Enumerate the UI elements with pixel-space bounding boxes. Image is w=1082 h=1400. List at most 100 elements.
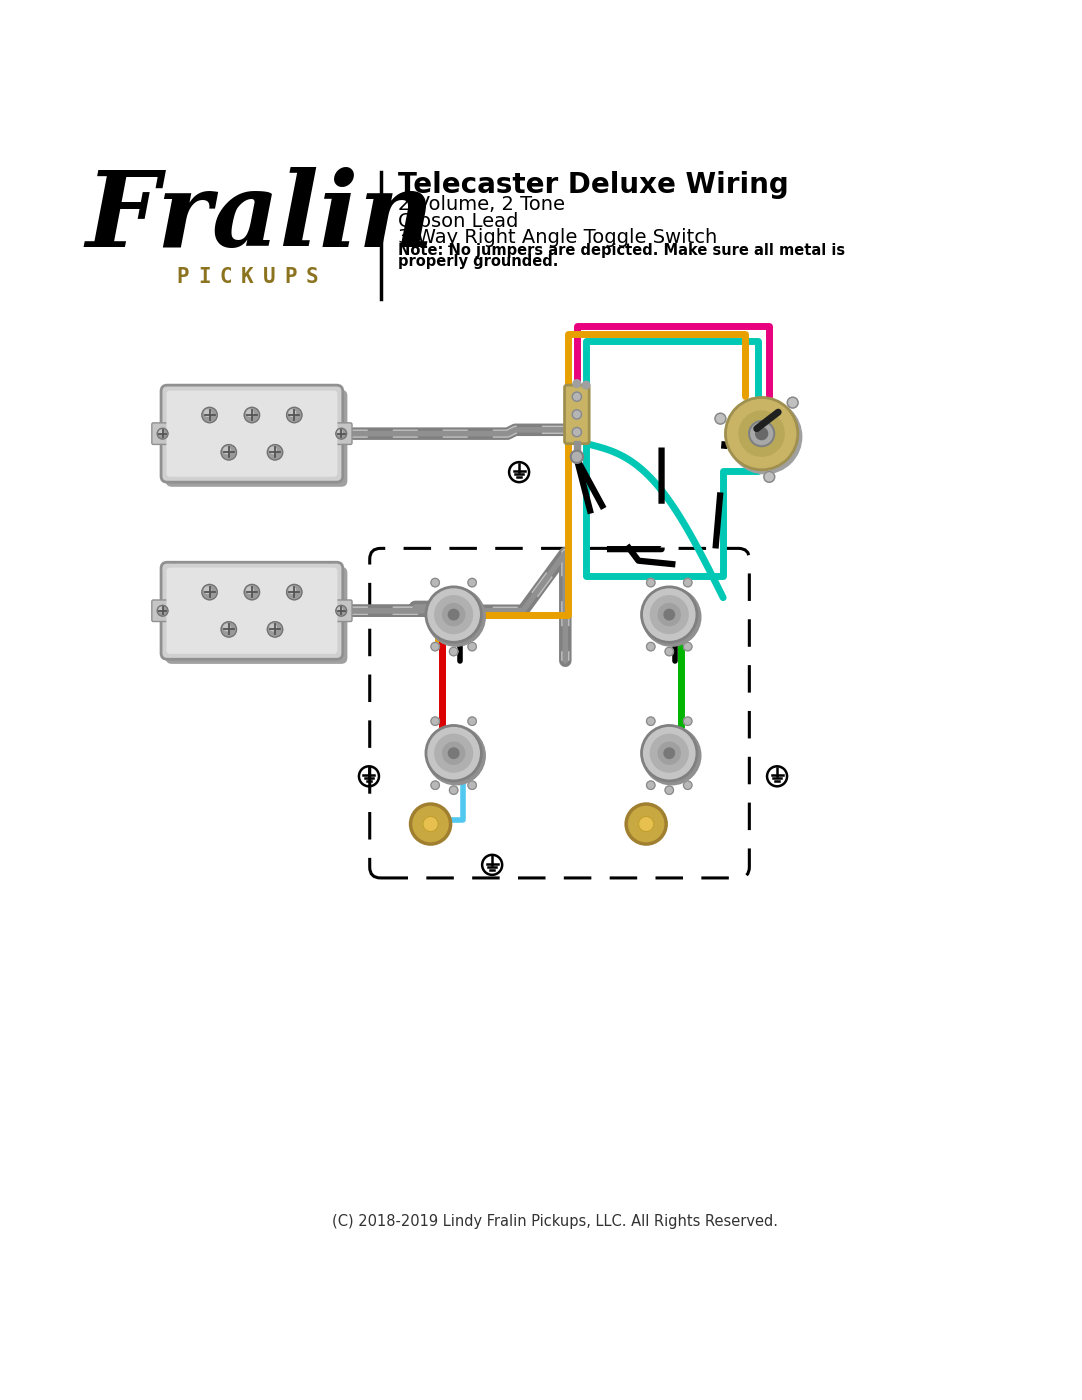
Circle shape [157, 605, 168, 616]
Circle shape [642, 587, 697, 643]
Text: I: I [198, 267, 211, 287]
Circle shape [467, 781, 476, 790]
Circle shape [202, 584, 217, 599]
Circle shape [449, 785, 458, 794]
Circle shape [684, 717, 692, 725]
Text: Fralin: Fralin [85, 167, 434, 269]
Circle shape [467, 717, 476, 725]
Circle shape [448, 609, 459, 620]
Circle shape [665, 785, 673, 794]
Text: Note: No jumpers are depicted. Make sure all metal is: Note: No jumpers are depicted. Make sure… [398, 242, 845, 258]
Circle shape [289, 587, 295, 594]
Circle shape [684, 643, 692, 651]
Circle shape [572, 427, 581, 437]
Circle shape [643, 727, 701, 785]
Circle shape [224, 624, 230, 630]
Circle shape [443, 603, 464, 626]
Circle shape [572, 392, 581, 402]
Circle shape [159, 430, 163, 434]
FancyBboxPatch shape [166, 389, 347, 487]
Circle shape [221, 445, 237, 461]
Text: K: K [241, 267, 253, 287]
Bar [573, 441, 580, 455]
FancyBboxPatch shape [151, 423, 173, 444]
FancyBboxPatch shape [565, 385, 590, 444]
Circle shape [650, 596, 688, 633]
Circle shape [647, 578, 655, 587]
Circle shape [269, 624, 276, 630]
Circle shape [431, 643, 439, 651]
Circle shape [684, 578, 692, 587]
Circle shape [335, 428, 346, 440]
Circle shape [204, 410, 211, 416]
Text: S: S [305, 267, 318, 287]
Circle shape [221, 622, 237, 637]
Circle shape [426, 587, 481, 643]
Circle shape [448, 748, 459, 759]
Circle shape [684, 781, 692, 790]
Circle shape [245, 407, 260, 423]
Circle shape [338, 608, 342, 612]
Circle shape [435, 735, 473, 771]
Text: (C) 2018-2019 Lindy Fralin Pickups, LLC. All Rights Reserved.: (C) 2018-2019 Lindy Fralin Pickups, LLC.… [331, 1214, 778, 1229]
Circle shape [338, 430, 342, 434]
Circle shape [449, 647, 458, 655]
Circle shape [572, 410, 581, 419]
FancyBboxPatch shape [167, 391, 338, 477]
Text: properly grounded.: properly grounded. [398, 255, 558, 269]
Circle shape [443, 742, 464, 764]
FancyBboxPatch shape [166, 567, 347, 664]
FancyBboxPatch shape [167, 567, 338, 654]
Circle shape [423, 816, 438, 832]
Circle shape [755, 427, 767, 440]
FancyBboxPatch shape [330, 601, 352, 622]
Circle shape [647, 781, 655, 790]
Circle shape [157, 428, 168, 440]
Circle shape [202, 407, 217, 423]
Text: U: U [263, 267, 275, 287]
Circle shape [267, 622, 282, 637]
Circle shape [665, 647, 673, 655]
Circle shape [410, 804, 450, 844]
Circle shape [764, 472, 775, 482]
Text: 2 Volume, 2 Tone: 2 Volume, 2 Tone [398, 196, 565, 214]
Circle shape [267, 445, 282, 461]
Text: P: P [285, 267, 296, 287]
Circle shape [570, 451, 583, 463]
Circle shape [638, 816, 654, 832]
Text: C: C [220, 267, 232, 287]
Text: 3-Way Right Angle Toggle Switch: 3-Way Right Angle Toggle Switch [398, 228, 717, 246]
Circle shape [426, 588, 485, 647]
FancyBboxPatch shape [161, 563, 343, 659]
Circle shape [245, 584, 260, 599]
Text: P: P [176, 267, 189, 287]
Circle shape [715, 413, 726, 424]
FancyBboxPatch shape [330, 423, 352, 444]
Circle shape [647, 643, 655, 651]
Circle shape [287, 407, 302, 423]
Circle shape [287, 584, 302, 599]
FancyBboxPatch shape [161, 385, 343, 482]
Circle shape [467, 643, 476, 651]
Circle shape [643, 588, 701, 647]
Circle shape [159, 608, 163, 612]
Circle shape [224, 447, 230, 454]
Circle shape [626, 804, 667, 844]
Circle shape [664, 609, 674, 620]
Circle shape [247, 587, 253, 594]
Circle shape [664, 748, 674, 759]
Circle shape [647, 717, 655, 725]
Circle shape [467, 578, 476, 587]
Text: Telecaster Deluxe Wiring: Telecaster Deluxe Wiring [398, 171, 789, 199]
Circle shape [573, 379, 581, 388]
Circle shape [658, 742, 681, 764]
Circle shape [204, 587, 211, 594]
Circle shape [247, 410, 253, 416]
Circle shape [582, 381, 590, 389]
Circle shape [431, 717, 439, 725]
Circle shape [289, 410, 295, 416]
Circle shape [725, 398, 797, 470]
Text: Gibson Lead: Gibson Lead [398, 211, 518, 231]
Circle shape [739, 412, 784, 456]
Circle shape [658, 603, 681, 626]
